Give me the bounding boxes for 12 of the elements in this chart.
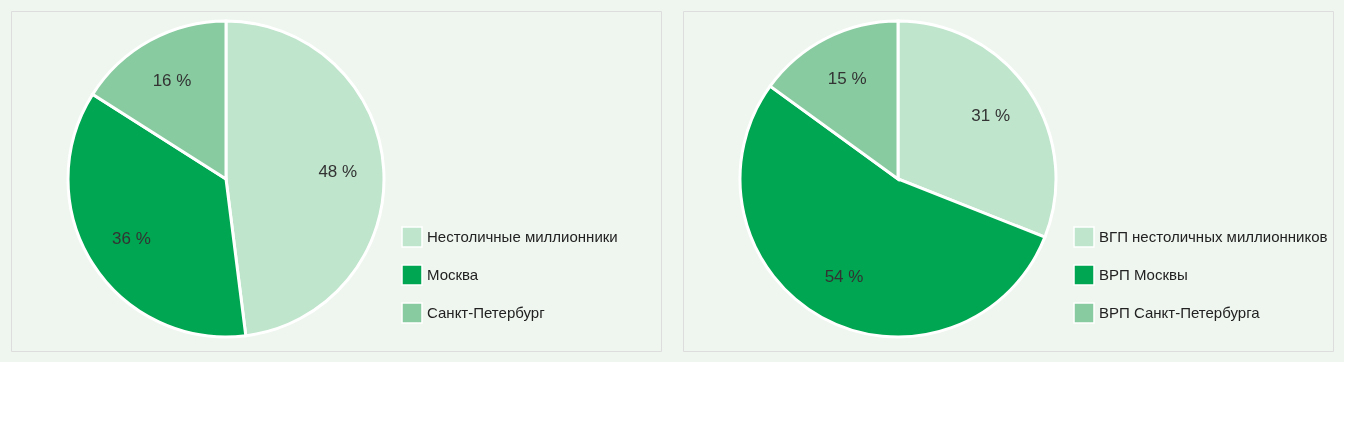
data-label: 15 % <box>827 69 867 89</box>
data-label: 48 % <box>318 161 358 181</box>
legend-label: Нестоличные миллионники <box>427 228 618 245</box>
legend-label: Москва <box>427 266 479 283</box>
data-label: 54 % <box>824 267 864 287</box>
legend-label: ВРП Санкт-Петербурга <box>1099 304 1261 321</box>
data-label: 36 % <box>112 229 151 249</box>
data-label: 16 % <box>152 70 192 90</box>
legend-label: ВРП Москвы <box>1099 266 1188 283</box>
legend-label: Санкт-Петербург <box>427 304 546 321</box>
legend-label: ВГП нестоличных миллионников <box>1099 228 1328 245</box>
data-label: 31 % <box>971 106 1011 126</box>
